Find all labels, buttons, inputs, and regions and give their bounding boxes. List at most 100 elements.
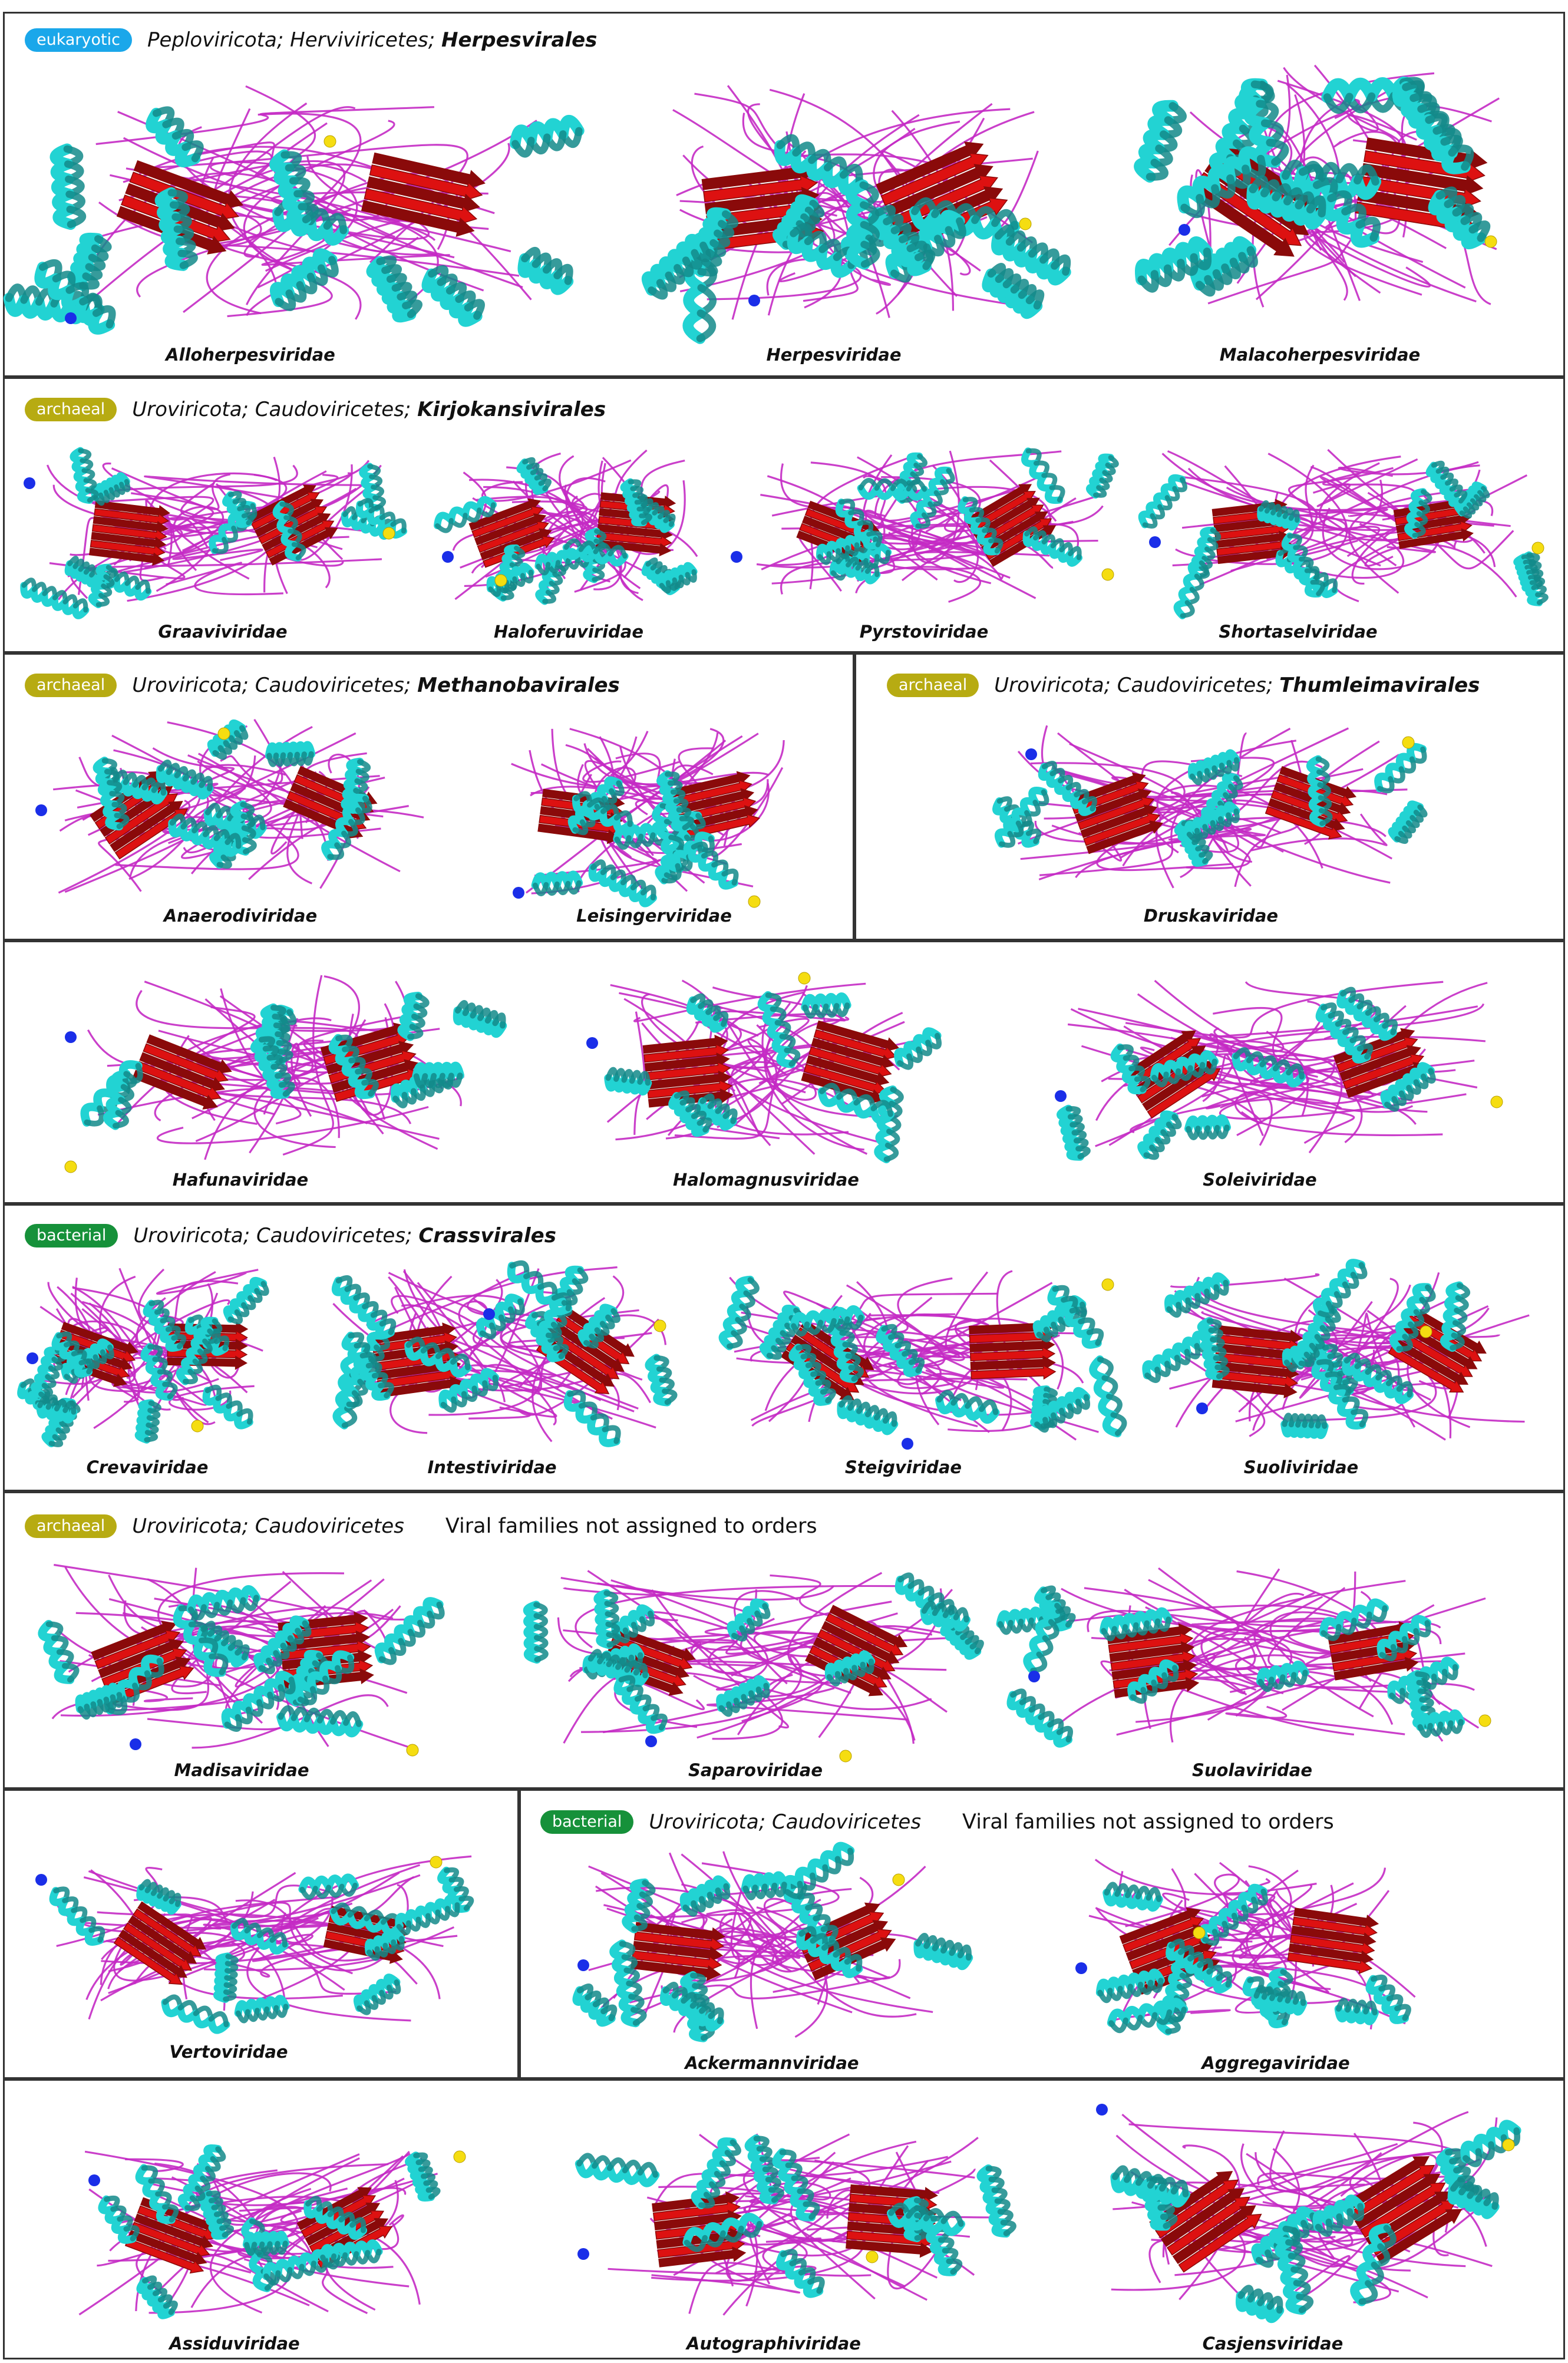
c-terminus-marker: [1502, 2138, 1515, 2151]
family-label: Hafunaviridae: [172, 1170, 309, 1190]
alpha-helix: [412, 1061, 464, 1089]
beta-strand: [132, 1070, 219, 1110]
panel-header: bacterial Uroviricota; Caudoviricetes Vi…: [540, 1810, 1334, 1834]
alpha-helix: [88, 563, 117, 609]
loop-coil: [1109, 1628, 1263, 1696]
protein-structure: [27, 1844, 498, 2034]
ribbon-model: [1134, 64, 1500, 308]
c-terminus-marker: [839, 1750, 852, 1763]
loop-coil: [1364, 543, 1517, 598]
c-terminus-marker: [217, 727, 230, 740]
alpha-helix: [1021, 447, 1065, 504]
loop-coil: [1143, 793, 1266, 841]
alpha-helix: [1197, 1316, 1230, 1381]
alpha-helix: [1135, 236, 1213, 293]
taxonomy-label: Uroviricota; Caudoviricetes: [132, 1514, 404, 1538]
alpha-helix: [250, 1035, 295, 1099]
alpha-helix: [1110, 1043, 1151, 1095]
alpha-helix: [757, 991, 801, 1068]
ribbon-model: [1142, 1259, 1530, 1441]
alpha-helix: [1404, 488, 1432, 539]
loop-coil: [107, 1015, 408, 1067]
alpha-helix: [789, 1305, 865, 1337]
c-terminus-marker: [323, 135, 336, 148]
loop-coil: [157, 1105, 429, 1144]
loop-coil: [52, 464, 382, 529]
alpha-helix: [134, 1399, 161, 1444]
beta-strand: [1178, 2213, 1262, 2273]
alpha-helix: [1374, 742, 1427, 794]
loop-coil: [708, 1631, 826, 1674]
alpha-helix: [727, 1598, 771, 1642]
alpha-helix: [867, 204, 936, 276]
alpha-helix: [1365, 1974, 1411, 2024]
ribbon-model: [1096, 2104, 1521, 2324]
alpha-helix: [688, 841, 739, 890]
family-label: Anaerodiviridae: [163, 906, 318, 926]
alpha-helix: [318, 2239, 383, 2268]
n-terminus-marker: [586, 1037, 598, 1049]
alpha-helix: [1184, 1114, 1231, 1140]
alpha-helix: [36, 1395, 78, 1424]
alpha-helix: [395, 1895, 461, 1935]
beta-strand: [970, 1364, 1057, 1380]
family-label: Saparoviridae: [688, 1760, 823, 1780]
loop-coil: [725, 2140, 917, 2282]
alpha-helix: [613, 1675, 668, 1734]
protein-structure: [29, 1550, 445, 1762]
alpha-helix: [397, 991, 430, 1041]
alpha-helix: [1199, 1883, 1268, 1946]
alpha-helix: [1086, 453, 1119, 499]
alpha-helix: [887, 2202, 966, 2236]
ribbon-model: [731, 447, 1119, 603]
alpha-helix: [517, 247, 574, 295]
n-terminus-marker: [645, 1735, 657, 1747]
loop-coil: [668, 1852, 705, 2001]
protein-structure: [586, 966, 952, 1167]
alpha-helix: [421, 265, 485, 327]
loop-coil: [582, 760, 680, 783]
alpha-helix: [1236, 2285, 1285, 2324]
unassigned-note: Viral families not assigned to orders: [445, 1514, 817, 1538]
c-terminus-marker: [191, 1420, 204, 1433]
alpha-helix: [1137, 1110, 1182, 1160]
loop-coil: [717, 1038, 788, 1128]
alpha-helix: [230, 1918, 289, 1955]
alpha-helix: [572, 791, 634, 834]
alpha-helix: [696, 1093, 738, 1131]
beta-strand: [124, 2238, 204, 2274]
alpha-helix: [434, 496, 497, 533]
alpha-helix: [1100, 1607, 1173, 1642]
loop-coil: [156, 505, 270, 592]
n-terminus-marker: [1196, 1402, 1208, 1414]
alpha-helix: [1089, 1355, 1127, 1438]
ribbon-model: [996, 1567, 1491, 1748]
loop-coil: [610, 1579, 769, 1691]
alpha-helix: [1447, 2177, 1500, 2219]
loop-coil: [183, 113, 362, 313]
c-terminus-marker: [892, 1873, 905, 1886]
loop-coil: [715, 2209, 859, 2275]
alpha-helix: [135, 2164, 179, 2225]
ribbon-model: [3, 85, 585, 335]
loop-coil: [1044, 806, 1227, 820]
alpha-helix: [645, 1354, 678, 1407]
alpha-helix: [1252, 1985, 1308, 2016]
taxonomy-label: Uroviricota; Caudoviricetes: [649, 1810, 922, 1834]
unassigned-note: Viral families not assigned to orders: [962, 1810, 1334, 1834]
alpha-helix: [1006, 1688, 1073, 1748]
loop-coil: [681, 1883, 917, 2018]
protein-structure: [20, 439, 408, 619]
alpha-helix: [173, 1604, 229, 1677]
ribbon-model: [20, 447, 408, 619]
alpha-helix: [354, 1973, 401, 2015]
alpha-helix: [1389, 1283, 1436, 1353]
loop-coil: [220, 755, 401, 873]
alpha-helix: [563, 1390, 621, 1447]
ribbon-model: [1055, 979, 1503, 1161]
loop-coil: [1194, 1873, 1329, 1994]
n-terminus-marker: [442, 551, 454, 563]
n-terminus-marker: [483, 1308, 495, 1320]
alpha-helix: [976, 2164, 1016, 2238]
alpha-helix: [1425, 460, 1468, 507]
